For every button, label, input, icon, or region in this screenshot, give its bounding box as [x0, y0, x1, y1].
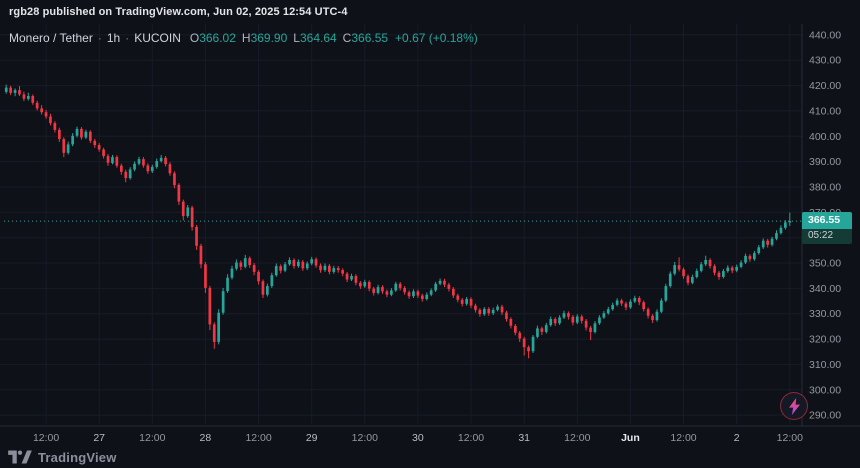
svg-text:12:00: 12:00: [564, 432, 590, 444]
svg-text:12:00: 12:00: [352, 432, 378, 444]
svg-text:410.00: 410.00: [809, 105, 841, 117]
tradingview-wordmark: TradingView: [38, 449, 117, 465]
lightning-boost-button[interactable]: [780, 392, 808, 420]
price-change: +0.67 (+0.18%): [395, 31, 478, 45]
svg-text:330.00: 330.00: [809, 308, 841, 320]
svg-text:300.00: 300.00: [809, 384, 841, 396]
svg-text:380.00: 380.00: [809, 182, 841, 194]
svg-text:320.00: 320.00: [809, 334, 841, 346]
svg-text:290.00: 290.00: [809, 410, 841, 422]
svg-text:340.00: 340.00: [809, 283, 841, 295]
svg-text:400.00: 400.00: [809, 131, 841, 143]
low-value: L364.64: [293, 31, 337, 45]
tradingview-footer-link[interactable]: TradingView: [8, 449, 117, 465]
high-value: H369.90: [241, 31, 288, 45]
time-axis-labels: 12:00 27 12:00 28 12:00 29 12:00 30 12:00 31 12:00…: [33, 432, 803, 444]
svg-text:12:00: 12:00: [777, 432, 803, 444]
symbol-name: Monero / Tether: [9, 31, 93, 45]
interval-label: 1h: [106, 31, 121, 45]
exchange-label: KUCOIN: [134, 31, 181, 45]
svg-text:29: 29: [306, 432, 318, 444]
ohlc-values: O366.02 H369.90 L364.64 C366.55: [190, 31, 388, 45]
svg-text:12:00: 12:00: [33, 432, 59, 444]
svg-text:30: 30: [412, 432, 424, 444]
symbol-legend: Monero / Tether · 1h · KUCOIN O366.02 H3…: [9, 31, 478, 45]
last-price-label: 366.55 05:22: [802, 212, 852, 244]
lightning-bolt-icon: [788, 397, 800, 415]
attribution-bar: rgb28 published on TradingView.com, Jun …: [0, 0, 860, 24]
svg-text:28: 28: [200, 432, 212, 444]
candlestick-chart[interactable]: 440.00 430.00 420.00 410.00 400.00 390.00 380.…: [0, 24, 860, 450]
svg-text:390.00: 390.00: [809, 156, 841, 168]
svg-text:440.00: 440.00: [809, 29, 841, 41]
svg-text:Jun: Jun: [621, 432, 640, 444]
svg-text:31: 31: [518, 432, 530, 444]
tradingview-logo: [8, 450, 32, 464]
svg-text:2: 2: [734, 432, 740, 444]
svg-text:310.00: 310.00: [809, 359, 841, 371]
last-price-value: 366.55: [802, 212, 852, 229]
open-value: O366.02: [189, 31, 236, 45]
legend-separator: ·: [125, 31, 130, 45]
svg-text:430.00: 430.00: [809, 55, 841, 67]
svg-text:12:00: 12:00: [245, 432, 271, 444]
bar-countdown: 05:22: [802, 229, 852, 244]
svg-text:27: 27: [93, 432, 105, 444]
svg-text:12:00: 12:00: [139, 432, 165, 444]
grid-lines: [0, 24, 802, 424]
svg-text:350.00: 350.00: [809, 258, 841, 270]
candles: [4, 84, 792, 359]
legend-separator: ·: [97, 31, 102, 45]
svg-text:420.00: 420.00: [809, 80, 841, 92]
attribution-text: rgb28 published on TradingView.com, Jun …: [9, 6, 348, 18]
axis-borders: [0, 24, 860, 427]
svg-text:12:00: 12:00: [670, 432, 696, 444]
svg-text:12:00: 12:00: [458, 432, 484, 444]
close-value: C366.55: [342, 31, 389, 45]
